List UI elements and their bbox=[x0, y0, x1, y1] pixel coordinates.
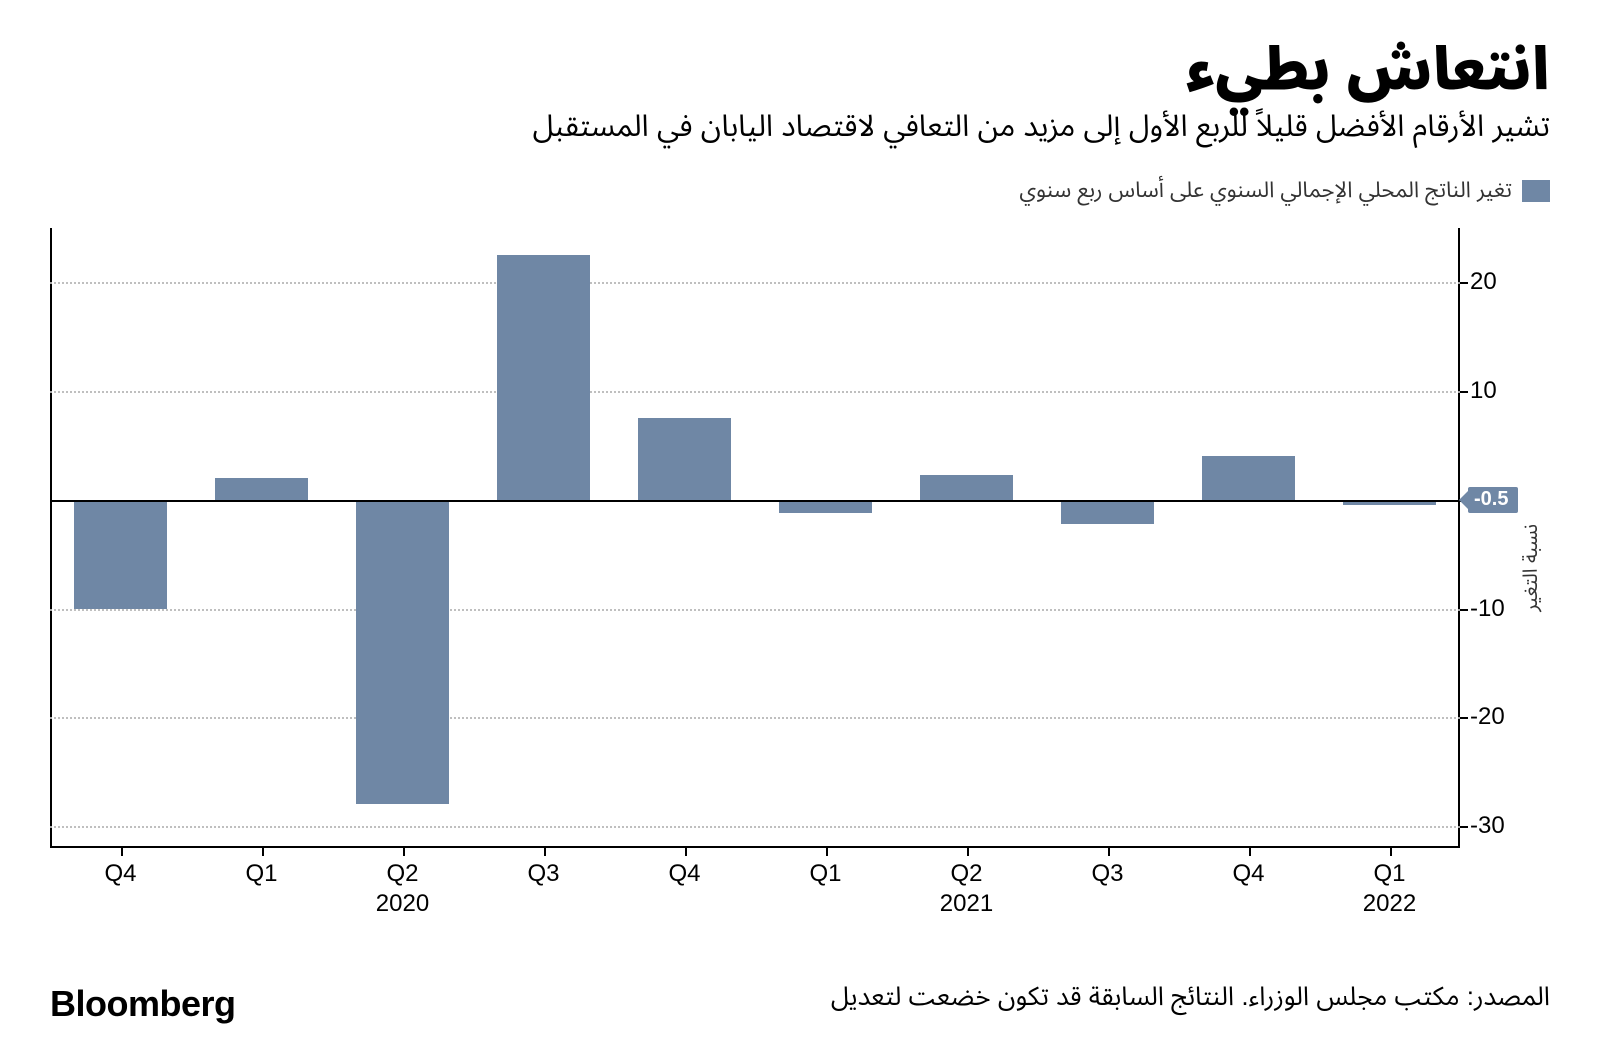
zero-line bbox=[50, 500, 1460, 502]
chart-area: نسبة التغير 20100-10-20-30Q4Q1Q22020Q3Q4… bbox=[50, 228, 1550, 908]
bar bbox=[74, 500, 167, 609]
x-tick-mark bbox=[544, 848, 546, 856]
y-tick-label: 20 bbox=[1470, 268, 1514, 296]
bar bbox=[356, 500, 449, 805]
y-tick-mark bbox=[1460, 609, 1468, 611]
y-tick-mark bbox=[1460, 391, 1468, 393]
x-tick-mark bbox=[685, 848, 687, 856]
grid-line bbox=[50, 391, 1460, 393]
x-year-label: 2022 bbox=[1363, 890, 1416, 918]
y-axis-title-text: نسبة التغير bbox=[1510, 524, 1552, 612]
x-tick-mark bbox=[826, 848, 828, 856]
chart-page: انتعاش بطيء تشير الأرقام الأفضل قليلاً ل… bbox=[0, 0, 1600, 1059]
x-quarter-label: Q2 bbox=[386, 860, 418, 888]
y-tick-label: -30 bbox=[1470, 812, 1514, 840]
bar bbox=[920, 475, 1013, 500]
x-tick-mark bbox=[121, 848, 123, 856]
grid-line bbox=[50, 282, 1460, 284]
bar bbox=[638, 418, 731, 500]
x-year-label: 2020 bbox=[376, 890, 429, 918]
y-tick-label: -10 bbox=[1470, 595, 1514, 623]
bar bbox=[1202, 456, 1295, 500]
y-tick-label: -20 bbox=[1470, 703, 1514, 731]
x-quarter-label: Q3 bbox=[527, 860, 559, 888]
source-text: المصدر: مكتب مجلس الوزراء. النتائج الساب… bbox=[831, 970, 1550, 1025]
axis-left bbox=[50, 228, 52, 848]
x-tick-mark bbox=[1390, 848, 1392, 856]
grid-line bbox=[50, 826, 1460, 828]
brand-logo: Bloomberg bbox=[50, 983, 236, 1025]
x-tick-mark bbox=[403, 848, 405, 856]
x-quarter-label: Q4 bbox=[1232, 860, 1264, 888]
footer: المصدر: مكتب مجلس الوزراء. النتائج الساب… bbox=[50, 970, 1550, 1025]
x-quarter-label: Q2 bbox=[950, 860, 982, 888]
x-quarter-label: Q1 bbox=[809, 860, 841, 888]
value-callout: -0.5 bbox=[1468, 487, 1518, 513]
legend: تغير الناتج المحلي الإجمالي السنوي على أ… bbox=[50, 168, 1550, 214]
x-quarter-label: Q1 bbox=[245, 860, 277, 888]
y-tick-mark bbox=[1460, 826, 1468, 828]
x-year-label: 2021 bbox=[940, 890, 993, 918]
axis-right bbox=[1458, 228, 1460, 848]
x-quarter-label: Q4 bbox=[668, 860, 700, 888]
x-quarter-label: Q4 bbox=[104, 860, 136, 888]
page-title: انتعاش بطيء bbox=[50, 40, 1550, 101]
bar bbox=[497, 255, 590, 500]
y-tick-mark bbox=[1460, 282, 1468, 284]
y-axis-title: نسبة التغير bbox=[1518, 228, 1544, 908]
bar bbox=[215, 478, 308, 500]
grid-line bbox=[50, 609, 1460, 611]
page-subtitle: تشير الأرقام الأفضل قليلاً للربع الأول إ… bbox=[50, 107, 1550, 146]
y-tick-label: 10 bbox=[1470, 377, 1514, 405]
x-tick-mark bbox=[967, 848, 969, 856]
x-tick-mark bbox=[1249, 848, 1251, 856]
x-quarter-label: Q1 bbox=[1373, 860, 1405, 888]
bar bbox=[1061, 500, 1154, 524]
x-quarter-label: Q3 bbox=[1091, 860, 1123, 888]
y-tick-mark bbox=[1460, 717, 1468, 719]
x-tick-mark bbox=[262, 848, 264, 856]
legend-swatch bbox=[1522, 180, 1550, 202]
x-tick-mark bbox=[1108, 848, 1110, 856]
plot-area bbox=[50, 228, 1460, 848]
legend-label: تغير الناتج المحلي الإجمالي السنوي على أ… bbox=[1019, 168, 1512, 214]
grid-line bbox=[50, 717, 1460, 719]
